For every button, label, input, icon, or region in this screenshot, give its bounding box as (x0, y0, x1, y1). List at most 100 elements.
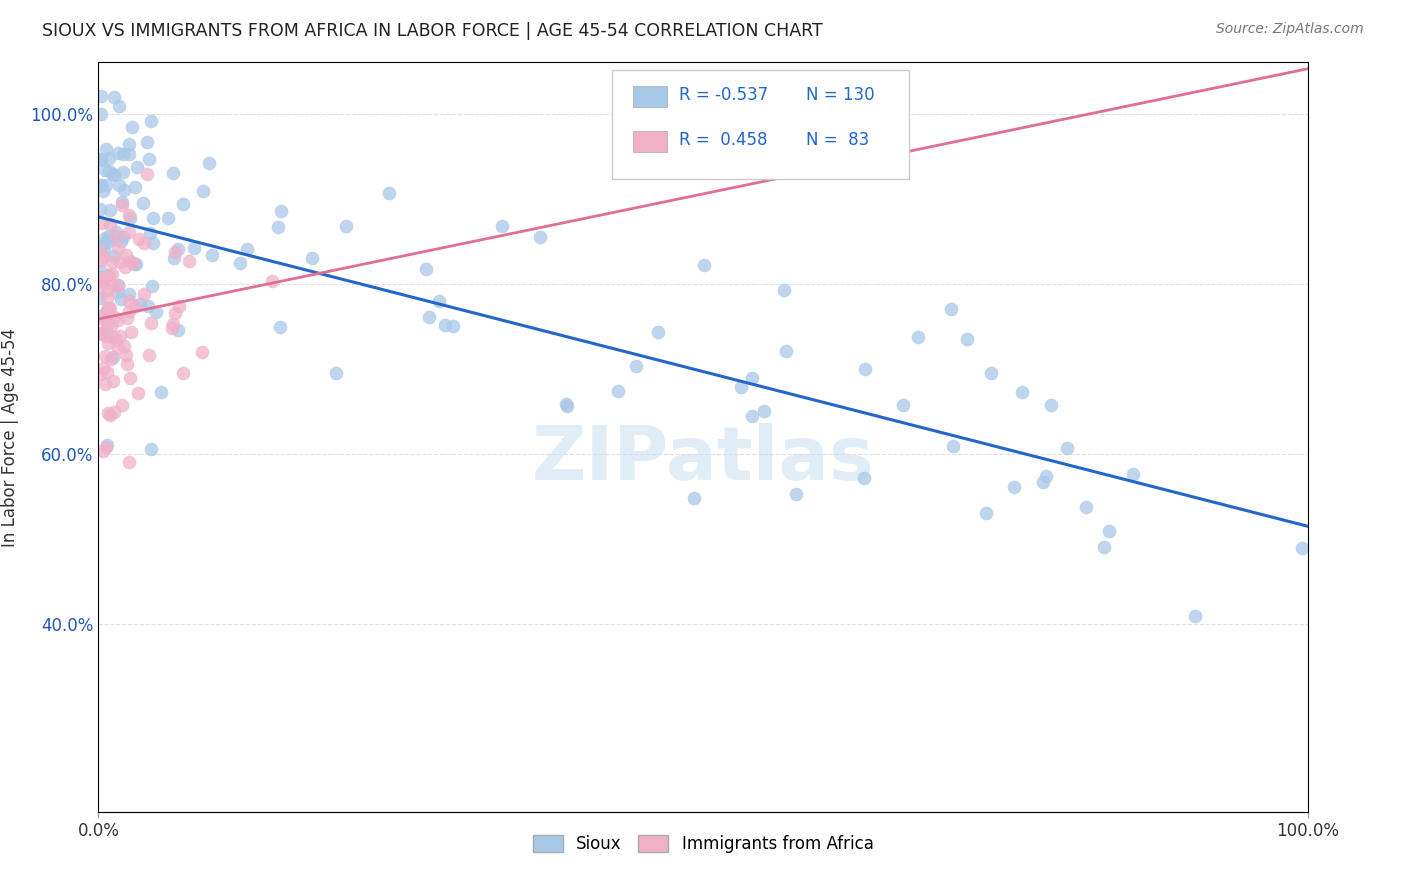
Point (90, 326, 112, 341)
Point (785, 487, 807, 501)
Point (555, 397, 578, 411)
Point (107, 99, 129, 113)
Point (191, 345, 214, 359)
Point (103, 89, 125, 103)
Point (142, 211, 165, 226)
Point (112, 339, 135, 353)
Point (434, 318, 457, 333)
Point (91, 275, 114, 289)
Point (741, 371, 763, 385)
Point (141, 316, 163, 330)
Point (529, 229, 551, 244)
Point (980, 366, 1002, 380)
Point (94, 178, 117, 192)
Point (773, 283, 796, 297)
Point (98, 203, 121, 218)
Point (108, 329, 131, 343)
Point (647, 325, 669, 339)
Point (107, 146, 129, 161)
Point (89, 291, 111, 305)
Point (191, 184, 214, 198)
Point (1092, 541, 1115, 555)
Point (775, 344, 797, 359)
Point (125, 257, 148, 271)
Point (101, 351, 124, 365)
Point (89, 153, 111, 167)
Point (125, 160, 148, 174)
Point (97, 229, 120, 244)
Point (129, 297, 152, 311)
Point (269, 320, 291, 334)
Point (117, 310, 139, 325)
Point (104, 225, 127, 239)
Text: R =  0.458: R = 0.458 (679, 130, 768, 149)
Point (145, 305, 167, 319)
Point (103, 375, 125, 389)
Point (103, 169, 125, 183)
Point (118, 211, 141, 225)
Point (107, 312, 129, 326)
FancyBboxPatch shape (633, 86, 666, 107)
Point (138, 348, 160, 362)
Point (97, 316, 120, 330)
Point (741, 409, 763, 423)
Point (91, 444, 114, 458)
Point (94, 163, 117, 178)
Point (107, 278, 129, 293)
Point (105, 229, 128, 244)
Point (98, 234, 121, 248)
Point (96, 440, 118, 454)
Point (427, 293, 450, 308)
Point (98, 151, 121, 165)
Point (105, 285, 128, 299)
Point (96, 234, 118, 248)
Point (1035, 468, 1057, 483)
Point (100, 301, 122, 316)
Point (156, 211, 179, 225)
Point (907, 330, 929, 344)
Point (97, 305, 120, 319)
Point (100, 329, 122, 343)
Point (91, 236, 114, 251)
Point (893, 398, 915, 412)
Point (103, 249, 125, 263)
Point (167, 242, 190, 256)
Point (90, 107, 112, 121)
Point (93, 244, 115, 258)
Point (97, 301, 120, 315)
Point (97, 336, 120, 351)
Point (114, 260, 136, 275)
Point (165, 244, 187, 259)
Point (118, 455, 141, 469)
Point (93, 185, 115, 199)
Point (105, 333, 128, 347)
Point (103, 404, 125, 418)
Text: R = -0.537: R = -0.537 (679, 86, 768, 103)
Point (107, 341, 129, 355)
Point (96, 291, 118, 305)
Point (90, 153, 112, 167)
Point (96, 366, 118, 380)
Point (94, 231, 117, 245)
Point (956, 332, 979, 346)
Point (97, 164, 120, 178)
Point (142, 235, 165, 250)
Point (96, 268, 118, 283)
Point (118, 136, 141, 151)
Point (96, 309, 118, 323)
Point (98, 268, 121, 283)
Point (111, 198, 134, 212)
Point (89, 281, 111, 295)
Text: ZIPatlas: ZIPatlas (531, 423, 875, 496)
Point (101, 167, 124, 181)
Point (335, 219, 357, 233)
Point (555, 400, 578, 414)
Point (127, 385, 149, 400)
Point (853, 361, 876, 376)
Point (111, 146, 134, 161)
Point (197, 156, 219, 170)
Point (163, 251, 186, 265)
Point (267, 219, 290, 234)
Point (94, 328, 117, 343)
Point (1184, 609, 1206, 624)
